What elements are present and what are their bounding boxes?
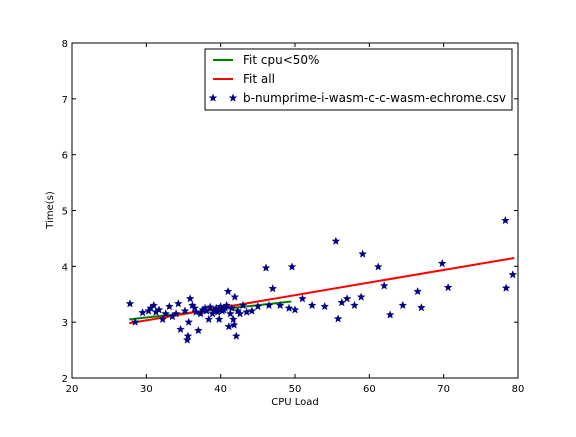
scatter-point [235, 309, 245, 318]
legend-swatch-scatter [208, 93, 238, 102]
scatter-point [231, 331, 241, 340]
scatter-point [161, 309, 170, 318]
scatter-point [194, 325, 203, 335]
scatter-point [290, 305, 300, 314]
y-axis-label: Time(s) [45, 191, 56, 230]
scatter-point [247, 306, 257, 315]
scatter-point [437, 258, 447, 268]
scatter-point [191, 307, 201, 316]
scatter-point [224, 322, 234, 331]
scatter-point [398, 300, 408, 310]
scatter-point [225, 309, 235, 318]
scatter-point [342, 294, 352, 303]
y-tick-label: 6 [62, 151, 68, 162]
scatter-point [130, 317, 140, 326]
y-tick-label: 7 [62, 95, 68, 106]
scatter-point [298, 294, 307, 303]
scatter-point [184, 317, 194, 326]
scatter-point [379, 281, 389, 290]
scatter-point [202, 306, 211, 315]
scatter-point [183, 331, 193, 340]
scatter-point [238, 300, 248, 310]
scatter-point [230, 292, 240, 301]
scatter-point [284, 303, 294, 312]
scatter-point [373, 262, 383, 271]
scatter-point [508, 270, 518, 279]
scatter-point [171, 309, 181, 318]
scatter-point [222, 300, 231, 310]
y-tick-label: 3 [62, 318, 68, 329]
scatter-point [307, 300, 317, 310]
scatter-point [165, 301, 174, 311]
scatter-point [333, 314, 343, 323]
ticks-layer: 20 30 40 50 60 70 80 2 3 4 5 6 7 8 [62, 39, 525, 395]
x-tick-label: 20 [66, 384, 79, 395]
scatter-point [190, 303, 199, 312]
scatter-point [320, 301, 330, 311]
x-tick-label: 70 [437, 384, 450, 395]
x-tick-label: 80 [512, 384, 525, 395]
scatter-point [385, 310, 395, 319]
scatter-point [417, 303, 426, 312]
y-tick-label: 4 [62, 262, 68, 273]
legend-star-marker [228, 93, 238, 102]
x-axis-label: CPU Load [271, 397, 319, 408]
legend-box [204, 48, 513, 111]
scatter-point [216, 301, 226, 311]
scatter-point [196, 309, 205, 318]
legend-label-fit-cpu50: Fit cpu<50% [243, 53, 319, 67]
scatter-point [501, 283, 511, 292]
scatter-point [185, 294, 195, 303]
scatter-point [223, 286, 233, 296]
y-tick-label: 2 [62, 374, 68, 385]
scatter-point [229, 320, 239, 329]
scatter-point [214, 314, 224, 324]
fit-all-line [129, 256, 515, 325]
scatter-point [204, 314, 214, 324]
scatter-point [358, 249, 367, 258]
scatter-point [275, 300, 285, 310]
legend: Fit cpu<50% Fit all b-numprime-i-wasm-c-… [204, 48, 513, 111]
scatter-point [138, 308, 147, 317]
x-tick-label: 60 [363, 384, 376, 395]
scatter-point [331, 236, 341, 245]
scatter-point [180, 306, 190, 315]
scatter-point [501, 215, 510, 225]
scatter-point [228, 314, 238, 324]
legend-label-scatter: b-numprime-i-wasm-c-c-wasm-echrome.csv [243, 91, 506, 105]
x-tick-label: 30 [140, 384, 153, 395]
y-tick-label: 5 [62, 207, 68, 218]
scatter-point [268, 284, 278, 293]
scatter-point [443, 282, 453, 292]
scatter-point [176, 324, 185, 334]
y-tick-label: 8 [62, 39, 68, 50]
scatter-point [356, 292, 366, 301]
x-tick-label: 40 [214, 384, 227, 395]
legend-star-marker [208, 93, 218, 102]
scatter-point [227, 303, 237, 312]
scatter-point [264, 300, 274, 310]
plot-layer [125, 215, 518, 344]
scatter-point [205, 302, 215, 311]
scatter-point [413, 286, 422, 296]
x-tick-label: 50 [289, 384, 302, 395]
scatter-point [149, 300, 159, 310]
scatter-point [154, 305, 164, 314]
scatter-point [350, 300, 359, 310]
scatter-point [125, 299, 135, 308]
scatter-point [173, 299, 183, 308]
scatter-point [287, 262, 297, 271]
scatter-point [261, 263, 271, 272]
scatter-point [158, 314, 168, 324]
legend-label-fit-all: Fit all [243, 72, 275, 86]
scatter-point [253, 301, 263, 311]
